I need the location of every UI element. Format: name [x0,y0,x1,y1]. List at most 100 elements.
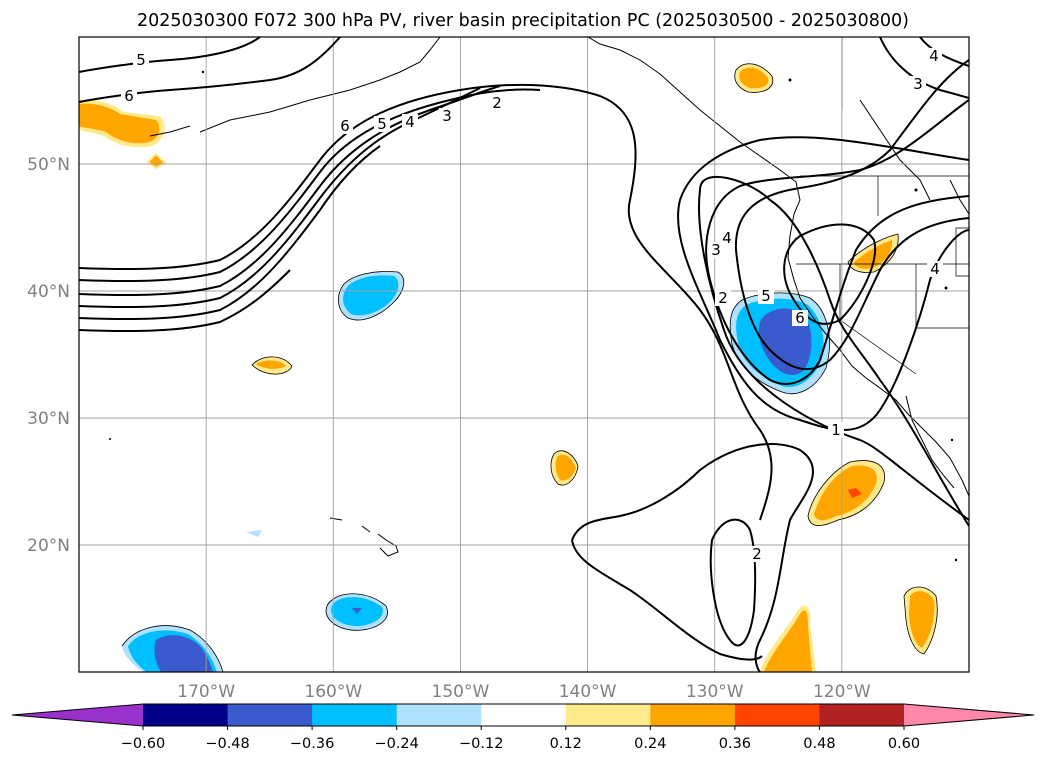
pv-contour-5-northwest [79,37,261,73]
contour-label-bg [439,108,455,124]
shade-pos-20n-114w-core [909,591,935,648]
shade-neg-southwest-core [154,635,213,672]
colorbar: −0.60 −0.48 −0.36 −0.24 −0.12 0.12 0.24 0.36 0.4… [11,703,1035,752]
colorbar-segment [227,704,313,726]
pv-contour-5-east [783,223,877,325]
contour-label: 5 [761,287,771,305]
contour-label: 3 [913,75,923,93]
contour-label-bg [708,242,724,258]
contour-label: 4 [930,260,940,278]
contour-label: 2 [752,545,762,563]
colorbar-tick-label: −0.36 [290,736,334,752]
colorbar-tick-label: 0.12 [550,736,582,752]
colorbar-segment [396,704,482,726]
colorbar-tick-label: 0.48 [803,736,835,752]
contour-label-bg [828,422,844,438]
pv-contour-2-closed [709,518,757,647]
pv-contours [79,37,969,672]
contour-label-bg [926,48,942,64]
contour-label-bg [749,546,765,562]
precipitation-pc-outlines [121,63,938,672]
pv-contour-hires-1 [79,269,291,333]
y-tick-label: 50°N [27,155,70,175]
x-tick-label: 170°W [177,682,235,702]
shade-pos-142w-core [555,454,576,481]
y-tick-label: 30°N [27,409,70,429]
map-frame [78,36,970,673]
contour-label: 6 [124,87,134,105]
pv-contour-2-south [571,443,814,672]
x-tick-label: 130°W [686,682,744,702]
contour-label: 1 [831,421,841,439]
islands [109,70,958,562]
shade-pos-baja-offshore-peak [848,488,862,498]
colorbar-segment [565,704,651,726]
shade-pos-baja-offshore-core [814,465,877,521]
shade-neg-hawaii-south-dot [352,608,362,614]
pv-contour-2-west [79,83,773,521]
pv-contour-5-west [79,87,481,309]
x-tick-label: 120°W [813,682,871,702]
x-tick-label: 140°W [559,682,617,702]
chart-title: 2025030300 F072 300 hPa PV, river basin … [137,11,909,31]
pv-contour-2-main [677,136,969,431]
contour-label-bg [337,118,353,134]
x-tick-labels: 170°W 160°W 150°W 140°W 130°W 120°W [177,682,871,702]
shade-pos-gulfofalaska-core [739,67,769,89]
contour-label: 3 [442,107,452,125]
contour-label: 6 [340,117,350,135]
contour-label: 6 [795,309,805,327]
pv-contour-2-south-tail [571,539,763,661]
precipitation-pc-shading [79,63,938,672]
contour-label-bg [792,310,808,326]
colorbar-tick-label: 0.60 [888,736,920,752]
contour-label: 3 [711,241,721,259]
grid [79,37,969,672]
pv-contour-4-west [79,85,501,297]
contour-label-bg [133,52,149,68]
x-tick-label: 160°W [304,682,362,702]
contour-label-bg [910,76,926,92]
contour-label-bg [927,261,943,277]
shade-pos-westcorner-core [79,103,160,144]
x-tick-label: 150°W [432,682,490,702]
shade-neg-midpacific-core [343,275,399,316]
pv-contour-6-west [79,145,381,321]
colorbar-tick-label: −0.60 [121,736,165,752]
shade-pos-dot-52n [146,152,167,170]
colorbar-segment [650,704,736,726]
contour-label: 4 [722,229,732,247]
colorbar-extend-max [904,704,1034,726]
contour-label-bg [374,116,390,132]
shade-neg-small-dot [246,530,262,537]
colorbar-tick-label: 0.36 [719,736,751,752]
contour-label-bg [402,114,418,130]
shade-pos-south-126w-core [764,610,812,672]
coastlines [149,37,969,557]
contour-label-bg [489,95,505,111]
contour-label: 5 [136,51,146,69]
y-tick-label: 40°N [27,282,70,302]
contour-label: 4 [405,113,415,131]
y-tick-label: 20°N [27,536,70,556]
colorbar-tick-label: 0.24 [634,736,666,752]
contour-label: 2 [492,94,502,112]
colorbar-tick-label: −0.24 [374,736,418,752]
colorbar-tick-label: −0.48 [205,736,249,752]
y-tick-labels: 20°N 30°N 40°N 50°N [27,155,70,556]
colorbar-segment [734,704,820,726]
contour-label: 4 [929,47,939,65]
pv-contour-4-east [734,59,969,370]
shade-pos-nevada-core [854,240,893,269]
contour-label: 5 [377,115,387,133]
colorbar-segment [312,704,398,726]
contour-label-bg [715,290,731,306]
colorbar-segment [143,704,229,726]
shade-pos-dateline-34n-core [256,360,286,369]
colorbar-extend-min [12,704,143,726]
pv-contour-3-east [705,99,969,385]
contour-label-bg [121,88,137,104]
colorbar-segment [481,704,567,726]
